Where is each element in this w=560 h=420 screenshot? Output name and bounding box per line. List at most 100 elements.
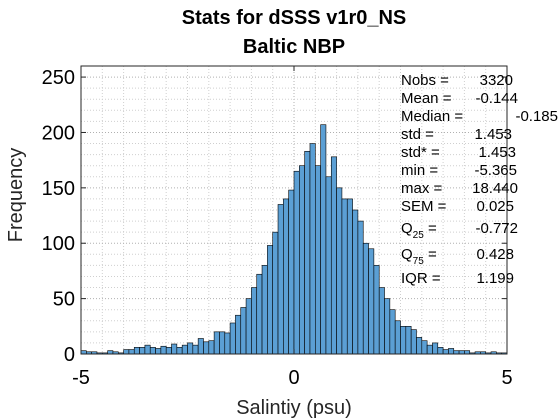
- histogram-bar: [133, 347, 140, 355]
- histogram-bar: [187, 342, 194, 355]
- histogram-bar: [330, 156, 337, 355]
- histogram-bar: [336, 187, 343, 355]
- x-tick-label: 0: [288, 367, 299, 389]
- stat-value: -0.144: [475, 90, 518, 107]
- histogram-bar: [357, 220, 364, 355]
- stat-value: 3320: [480, 72, 513, 89]
- histogram-bar: [240, 307, 247, 355]
- stat-value: 0.025: [476, 198, 514, 215]
- histogram-bar: [203, 341, 210, 355]
- histogram-bar: [314, 165, 321, 355]
- histogram-bar: [128, 349, 135, 355]
- histogram-bar: [448, 348, 455, 355]
- histogram-bar: [155, 348, 162, 355]
- chart-subtitle: Baltic NBP: [243, 36, 345, 58]
- stat-value: 1.453: [474, 126, 512, 143]
- histogram-bar: [123, 349, 130, 355]
- stat-label: SEM =: [401, 198, 447, 215]
- histogram-bar: [245, 298, 252, 355]
- histogram-bar: [362, 242, 369, 355]
- histogram-bar: [442, 349, 449, 355]
- histogram-bar: [304, 150, 311, 355]
- histogram-bar: [299, 165, 305, 355]
- histogram-bar: [208, 340, 215, 355]
- x-axis-label: Salintiy (psu): [236, 397, 352, 419]
- histogram-bar: [437, 347, 444, 355]
- stat-value: 1.453: [478, 144, 516, 161]
- histogram-bar: [346, 198, 353, 355]
- histogram-bar: [251, 287, 258, 355]
- histogram-bar: [139, 347, 146, 355]
- stat-value: -5.365: [474, 162, 517, 179]
- histogram-bar: [261, 265, 268, 355]
- histogram-bar: [368, 248, 375, 355]
- histogram-bars: [80, 124, 508, 355]
- stat-label: min =: [401, 162, 438, 179]
- histogram-bar: [352, 209, 359, 355]
- histogram-bar: [171, 343, 178, 355]
- histogram-bar: [426, 344, 433, 355]
- histogram-bar: [197, 338, 204, 355]
- histogram-bar: [219, 331, 226, 355]
- histogram-bar: [181, 344, 188, 355]
- histogram-bar: [416, 337, 423, 355]
- histogram-bar: [224, 332, 231, 355]
- histogram-bar: [384, 298, 391, 355]
- histogram-bar: [394, 320, 401, 355]
- histogram-bar: [165, 347, 172, 355]
- y-tick-label: 150: [42, 178, 75, 200]
- histogram-bar: [309, 143, 316, 355]
- histogram-bar: [213, 331, 220, 355]
- histogram-bar: [288, 189, 295, 355]
- histogram-bar: [272, 231, 279, 355]
- y-tick-label: 250: [42, 67, 75, 89]
- histogram-bar: [389, 309, 396, 355]
- y-axis-label: Frequency: [5, 148, 27, 243]
- histogram-bar: [149, 347, 156, 355]
- histogram-bar: [256, 273, 263, 355]
- histogram-bar: [320, 124, 327, 355]
- stat-label: IQR =: [401, 270, 441, 287]
- histogram-bar: [400, 326, 407, 355]
- stat-label: max =: [401, 180, 443, 197]
- x-tick-label: -5: [72, 367, 90, 389]
- stat-value: 0.428: [476, 246, 514, 263]
- histogram-bar: [277, 204, 284, 355]
- x-tick-label: 5: [501, 367, 512, 389]
- histogram-bar: [229, 322, 236, 355]
- histogram-bar: [160, 345, 167, 355]
- histogram-bar: [410, 329, 417, 355]
- y-tick-label: 0: [64, 344, 75, 366]
- y-tick-label: 100: [42, 233, 75, 255]
- histogram-bar: [325, 176, 332, 355]
- histogram-bar: [405, 326, 412, 355]
- stat-label: Median =: [401, 108, 463, 125]
- stat-value: -0.772: [475, 220, 518, 237]
- histogram-bar: [283, 198, 289, 355]
- histogram-bar: [378, 287, 385, 355]
- stat-label: Mean =: [401, 90, 452, 107]
- stat-label: Nobs =: [401, 72, 449, 89]
- stat-value: 1.199: [476, 270, 514, 287]
- y-tick-label: 200: [42, 122, 75, 144]
- histogram-bar: [267, 245, 273, 355]
- histogram-bar: [235, 314, 242, 355]
- histogram-bar: [373, 265, 380, 355]
- stat-label: Q75 =: [401, 246, 437, 267]
- chart-title: Stats for dSSS v1r0_NS: [182, 7, 407, 29]
- stat-label: std =: [401, 126, 434, 143]
- stat-value: 18.440: [472, 180, 518, 197]
- stats-box: Nobs = 3320 Mean = -0.144 Median = -0.185 std …: [401, 72, 558, 287]
- histogram-bar: [341, 198, 348, 355]
- histogram-bar: [176, 347, 183, 355]
- histogram-bar: [192, 344, 199, 355]
- stat-label: std* =: [401, 144, 440, 161]
- histogram-bar: [144, 344, 151, 355]
- histogram-bar: [421, 340, 428, 355]
- histogram-bar: [432, 342, 439, 355]
- stat-label: Q25 =: [401, 220, 437, 241]
- y-tick-label: 50: [53, 289, 75, 311]
- stat-value: -0.185: [515, 108, 558, 125]
